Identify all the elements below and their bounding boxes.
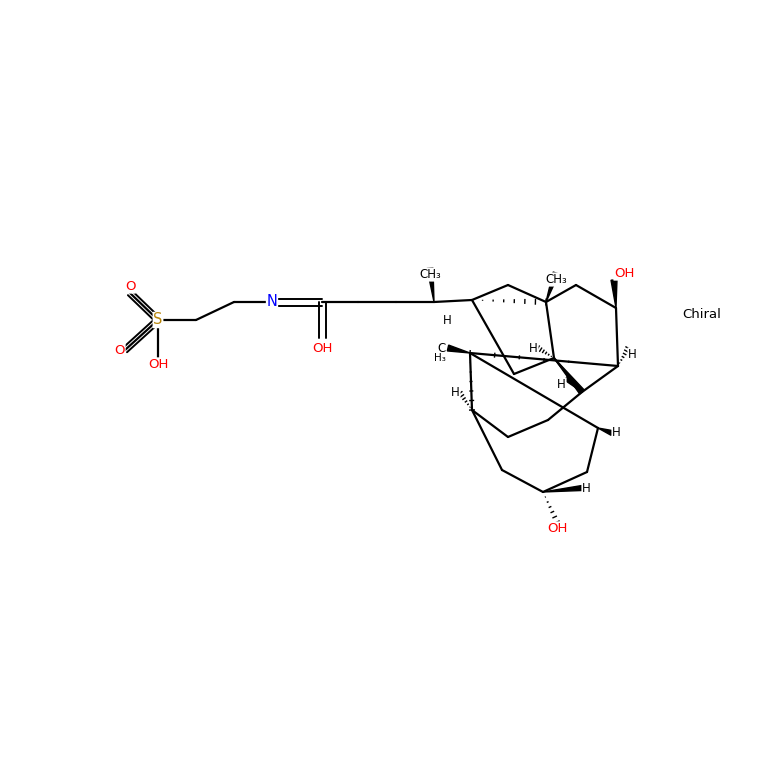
Text: CH₃: CH₃ (419, 268, 441, 281)
Text: Chiral: Chiral (682, 308, 721, 321)
Text: CH₃: CH₃ (545, 273, 567, 286)
Text: OH: OH (614, 267, 634, 280)
Text: N: N (267, 295, 278, 310)
Polygon shape (554, 358, 584, 394)
Polygon shape (427, 268, 434, 302)
Text: O: O (125, 280, 135, 293)
Polygon shape (543, 486, 583, 492)
Text: S: S (153, 313, 163, 327)
Text: O: O (114, 343, 125, 356)
Text: H: H (529, 342, 538, 355)
Text: H: H (451, 387, 460, 400)
Polygon shape (447, 345, 470, 353)
Text: C: C (438, 342, 446, 355)
Text: OH: OH (148, 358, 168, 371)
Text: H: H (443, 314, 452, 327)
Text: H: H (612, 426, 621, 440)
Polygon shape (565, 376, 582, 392)
Text: H: H (582, 482, 590, 495)
Text: H: H (558, 378, 566, 391)
Polygon shape (598, 428, 613, 435)
Text: H₃: H₃ (434, 353, 446, 363)
Polygon shape (546, 272, 559, 302)
Polygon shape (611, 280, 617, 308)
Text: OH: OH (547, 522, 567, 535)
Text: H: H (628, 348, 637, 361)
Text: OH: OH (312, 342, 332, 355)
